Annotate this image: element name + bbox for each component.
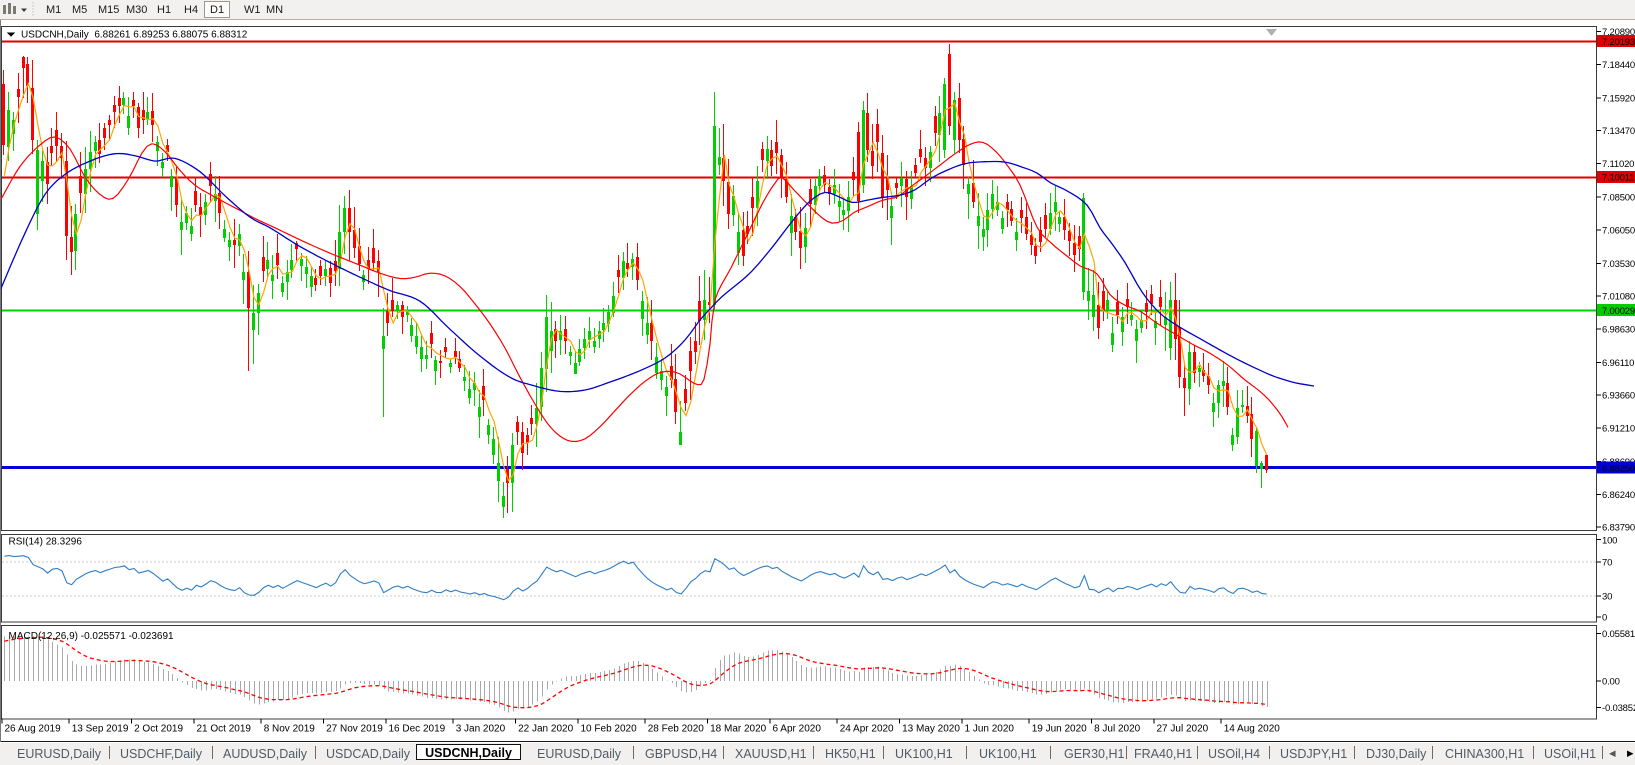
- svg-text:0.05581: 0.05581: [1602, 629, 1635, 640]
- svg-text:19 Jun 2020: 19 Jun 2020: [1032, 724, 1087, 735]
- svg-text:6.88250: 6.88250: [1602, 463, 1635, 474]
- svg-text:7.20193: 7.20193: [1602, 37, 1635, 48]
- svg-text:2 Oct 2019: 2 Oct 2019: [134, 724, 183, 735]
- svg-text:21 Oct 2019: 21 Oct 2019: [197, 724, 252, 735]
- svg-text:7.06050: 7.06050: [1602, 225, 1635, 236]
- svg-text:USDCNH,Daily 6.88261 6.89253: USDCNH,Daily 6.88261 6.89253 6.88075 6.8…: [21, 30, 248, 41]
- svg-text:6.98630: 6.98630: [1602, 324, 1635, 335]
- svg-text:13 Sep 2019: 13 Sep 2019: [72, 724, 129, 735]
- svg-text:-0.03852: -0.03852: [1602, 703, 1635, 714]
- svg-text:30: 30: [1602, 592, 1612, 603]
- svg-text:MACD(12,26,9) -0.025571 -0.023: MACD(12,26,9) -0.025571 -0.023691: [9, 631, 175, 642]
- svg-text:26 Aug 2019: 26 Aug 2019: [5, 724, 62, 735]
- svg-text:22 Jan 2020: 22 Jan 2020: [518, 724, 573, 735]
- svg-text:6.86240: 6.86240: [1602, 490, 1635, 501]
- svg-text:8 Jul 2020: 8 Jul 2020: [1094, 724, 1141, 735]
- svg-text:0.00: 0.00: [1602, 677, 1620, 688]
- svg-text:1 Jun 2020: 1 Jun 2020: [965, 724, 1015, 735]
- svg-text:7.01080: 7.01080: [1602, 292, 1635, 303]
- svg-text:14 Aug 2020: 14 Aug 2020: [1224, 724, 1281, 735]
- svg-text:10 Feb 2020: 10 Feb 2020: [581, 724, 638, 735]
- svg-text:100: 100: [1602, 536, 1617, 547]
- svg-text:3 Jan 2020: 3 Jan 2020: [456, 724, 506, 735]
- svg-text:24 Apr 2020: 24 Apr 2020: [840, 724, 894, 735]
- svg-text:0: 0: [1602, 613, 1607, 624]
- svg-text:8 Nov 2019: 8 Nov 2019: [264, 724, 316, 735]
- svg-text:7.15920: 7.15920: [1602, 94, 1635, 105]
- svg-text:6.96110: 6.96110: [1602, 358, 1634, 369]
- svg-text:18 Mar 2020: 18 Mar 2020: [710, 724, 767, 735]
- svg-text:16 Dec 2019: 16 Dec 2019: [389, 724, 446, 735]
- svg-text:27 Jul 2020: 27 Jul 2020: [1157, 724, 1209, 735]
- svg-text:RSI(14) 28.3296: RSI(14) 28.3296: [9, 537, 83, 548]
- svg-text:7.18440: 7.18440: [1602, 60, 1635, 71]
- svg-text:7.10011: 7.10011: [1602, 173, 1634, 184]
- svg-text:13 May 2020: 13 May 2020: [902, 724, 960, 735]
- svg-text:6.93660: 6.93660: [1602, 391, 1635, 402]
- svg-text:7.00029: 7.00029: [1602, 306, 1635, 317]
- svg-text:7.08500: 7.08500: [1602, 193, 1635, 204]
- svg-text:7.03530: 7.03530: [1602, 259, 1635, 270]
- svg-text:6 Apr 2020: 6 Apr 2020: [773, 724, 822, 735]
- svg-text:7.11020: 7.11020: [1602, 159, 1634, 170]
- svg-text:28 Feb 2020: 28 Feb 2020: [648, 724, 705, 735]
- svg-text:70: 70: [1602, 557, 1612, 568]
- svg-text:6.91210: 6.91210: [1602, 423, 1635, 434]
- svg-text:7.13470: 7.13470: [1602, 126, 1635, 137]
- svg-text:27 Nov 2019: 27 Nov 2019: [326, 724, 383, 735]
- svg-text:7.20890: 7.20890: [1602, 27, 1635, 38]
- svg-text:6.83790: 6.83790: [1602, 523, 1635, 534]
